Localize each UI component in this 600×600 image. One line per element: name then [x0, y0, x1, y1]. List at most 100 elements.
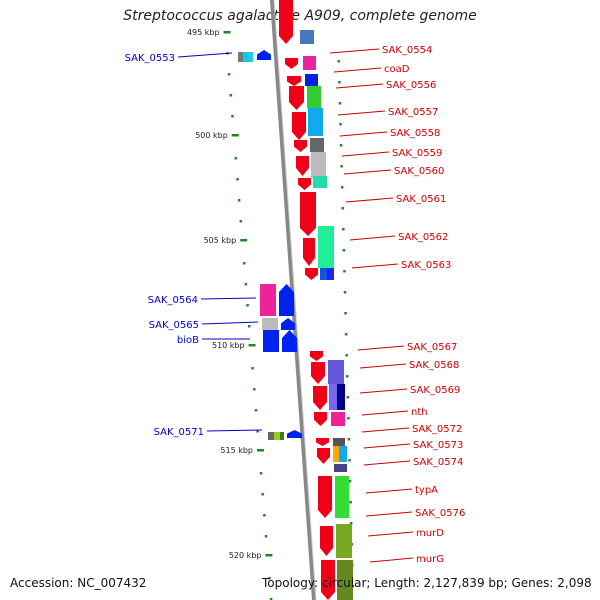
forward-gene-arrow: [313, 386, 327, 410]
forward-gene-arrow: [294, 140, 307, 152]
reverse-gene-arrow: [281, 318, 295, 330]
forward-gene-label: SAK_0563: [401, 260, 451, 271]
forward-gene-label: SAK_0560: [394, 166, 444, 177]
forward-gene-label: SAK_0561: [396, 194, 446, 205]
forward-gene-box: [303, 56, 316, 70]
forward-gene-label: typA: [415, 485, 438, 496]
scale-minor-tick: [261, 493, 264, 496]
forward-gene-leader: [329, 48, 380, 54]
scale-tick-label: 500 kbp: [195, 131, 228, 140]
backbone-highlight: [273, 0, 317, 600]
forward-gene-box: [335, 476, 349, 518]
scale-minor-tick: [239, 220, 243, 223]
scale-minor-tick: [234, 157, 238, 160]
forward-gene-label: SAK_0568: [409, 360, 459, 371]
forward-gene-box: [334, 464, 347, 472]
forward-gene-label: SAK_0556: [386, 80, 436, 91]
forward-gene-box: [308, 108, 323, 136]
forward-gene-leader: [363, 443, 411, 449]
right-minor-tick: [346, 375, 349, 378]
forward-gene-label: coaD: [384, 64, 410, 75]
reverse-gene-leader: [201, 321, 259, 325]
scale-minor-tick: [244, 283, 248, 286]
forward-gene-box: [320, 268, 328, 280]
forward-gene-arrow: [300, 192, 316, 236]
forward-gene-leader: [339, 131, 388, 137]
forward-gene-label: SAK_0573: [413, 440, 463, 451]
scale-minor-tick: [236, 178, 239, 181]
scale-minor-tick: [254, 409, 258, 412]
right-minor-tick: [338, 102, 342, 105]
right-minor-tick: [344, 312, 347, 315]
forward-gene-label: SAK_0567: [407, 342, 457, 353]
forward-gene-label: SAK_0554: [382, 45, 432, 56]
reverse-gene-label: bioB: [177, 335, 199, 346]
scale-tick-label: 515 kbp: [220, 446, 253, 455]
reverse-gene-box: [243, 52, 248, 62]
right-minor-tick: [339, 144, 343, 147]
forward-gene-box: [333, 446, 339, 462]
forward-gene-leader: [351, 263, 399, 269]
reverse-gene-box: [274, 432, 280, 440]
forward-gene-leader: [365, 488, 413, 494]
reverse-gene-leader: [200, 297, 257, 300]
scale-minor-tick: [269, 598, 273, 600]
forward-gene-leader: [365, 511, 413, 517]
scale-tick-label: 520 kbp: [229, 551, 262, 560]
forward-gene-arrow: [321, 560, 335, 600]
forward-gene-box: [337, 384, 345, 410]
forward-gene-box: [318, 226, 334, 268]
forward-gene-label: SAK_0557: [388, 107, 438, 118]
reverse-gene-label: SAK_0571: [154, 427, 204, 438]
forward-gene-arrow: [316, 438, 329, 446]
reverse-gene-arrow: [279, 284, 294, 316]
accession-label: Accession: NC_007432: [10, 576, 147, 590]
forward-gene-arrow: [318, 476, 332, 518]
reverse-gene-label: SAK_0564: [148, 295, 198, 306]
scale-minor-tick: [227, 73, 231, 76]
reverse-gene-arrow: [257, 50, 271, 60]
forward-gene-box: [310, 138, 324, 152]
scale-tick-label: 505 kbp: [204, 236, 237, 245]
scale-minor-tick: [246, 304, 249, 307]
scale-minor-tick: [242, 262, 246, 265]
right-minor-tick: [347, 417, 350, 420]
right-minor-tick: [348, 459, 351, 462]
forward-gene-arrow: [311, 362, 325, 384]
scale-tick-label: 510 kbp: [212, 341, 245, 350]
scale-tick: [231, 134, 239, 137]
forward-gene-label: murD: [416, 528, 444, 539]
reverse-gene-label: SAK_0553: [125, 53, 175, 64]
forward-gene-arrow: [292, 112, 306, 140]
forward-gene-leader: [359, 388, 408, 394]
forward-gene-label: SAK_0562: [398, 232, 448, 243]
scale-tick: [240, 239, 248, 242]
forward-gene-box: [307, 86, 321, 108]
scale-minor-tick: [229, 94, 233, 97]
reverse-gene-box: [268, 432, 274, 440]
right-minor-tick: [341, 207, 345, 210]
forward-gene-leader: [369, 557, 414, 563]
forward-gene-leader: [361, 427, 410, 433]
right-minor-tick: [339, 123, 342, 126]
forward-gene-box: [336, 524, 352, 558]
right-minor-tick: [342, 249, 346, 252]
right-minor-tick: [343, 291, 347, 294]
forward-gene-leader: [367, 531, 414, 537]
forward-gene-leader: [341, 151, 390, 157]
forward-gene-arrow: [285, 58, 298, 69]
right-minor-tick: [340, 165, 343, 168]
forward-gene-label: SAK_0559: [392, 148, 442, 159]
forward-gene-box: [313, 176, 327, 188]
right-minor-tick: [343, 270, 346, 273]
forward-gene-label: SAK_0576: [415, 508, 465, 519]
forward-gene-leader: [349, 235, 396, 241]
forward-gene-box: [311, 152, 326, 178]
scale-tick: [257, 449, 264, 452]
scale-minor-tick: [263, 514, 266, 517]
right-minor-tick: [344, 333, 348, 336]
forward-gene-leader: [361, 410, 409, 416]
scale-minor-tick: [237, 199, 241, 202]
right-minor-tick: [349, 501, 352, 504]
forward-gene-leader: [357, 345, 405, 351]
